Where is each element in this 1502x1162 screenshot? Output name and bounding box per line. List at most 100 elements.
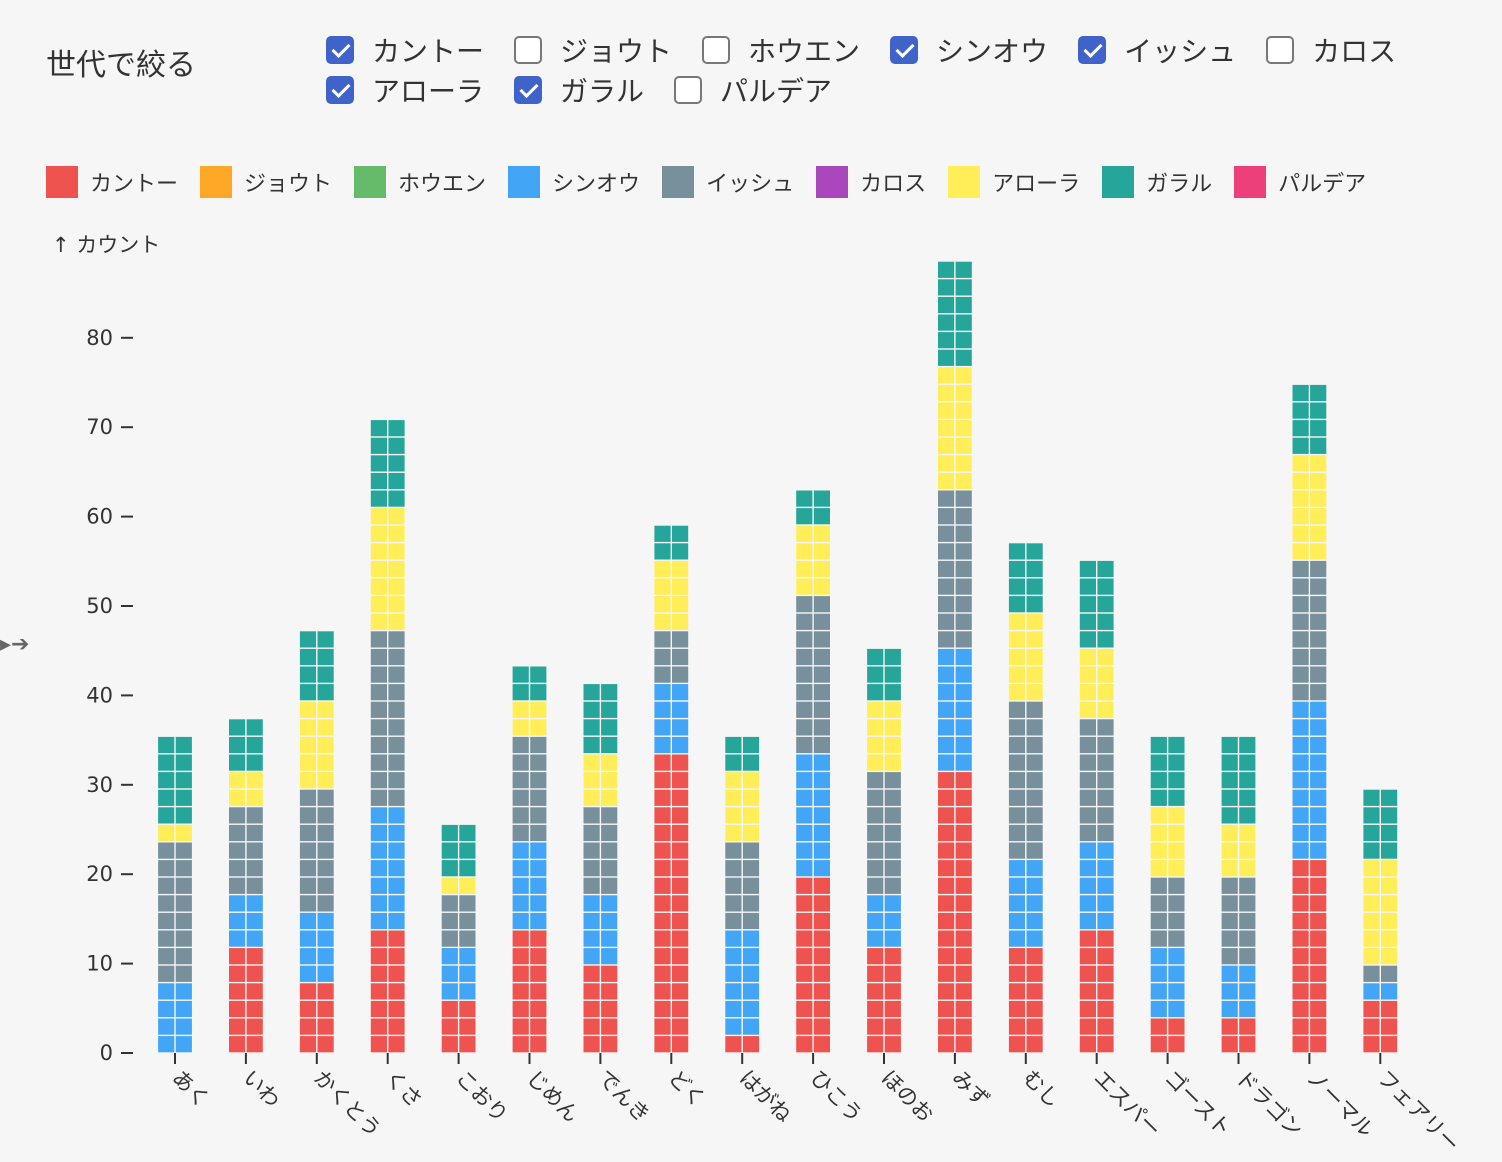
waffle-cell [158,1036,175,1053]
waffle-cell [1310,648,1327,666]
filter-option[interactable]: ガラル [514,70,644,110]
waffle-cell [1168,1018,1185,1035]
filter-option[interactable]: シンオウ [890,30,1048,70]
waffle-cell [725,824,742,842]
waffle-cell [601,736,618,754]
waffle-cell [725,754,742,771]
waffle-cell [229,772,246,789]
checkbox-unchecked[interactable] [674,76,703,104]
checkbox-checked[interactable] [514,76,543,104]
filter-option[interactable]: ホウエン [702,30,860,70]
waffle-cell [1150,860,1167,877]
waffle-cell [725,930,742,947]
waffle-cell [1008,895,1026,912]
waffle-cell [955,719,972,736]
checkbox-checked[interactable] [326,76,354,104]
waffle-cell [317,824,334,842]
waffle-cell [654,631,671,648]
filter-option[interactable]: カロス [1266,30,1396,70]
checkbox-unchecked[interactable] [514,36,543,64]
filter-option[interactable]: イッシュ [1078,30,1236,70]
waffle-cell [1079,596,1096,613]
waffle-cell [813,895,830,912]
checkbox-checked[interactable] [326,36,354,64]
bar-じめん [512,666,547,1053]
waffle-cell [1221,772,1238,789]
checkbox-checked[interactable] [1078,36,1107,64]
waffle-cell [742,842,760,859]
bar-でんき [583,684,618,1053]
waffle-cell [955,983,972,1000]
waffle-cell [1381,948,1398,965]
arrow-right-icon[interactable]: ▸➔ [0,632,30,657]
waffle-cell [884,1018,901,1035]
checkbox-unchecked[interactable] [1266,36,1295,64]
waffle-cell [1292,613,1309,630]
waffle-cell [459,860,476,877]
waffle-cell [938,860,955,877]
waffle-cell [938,525,955,542]
waffle-cell [1097,948,1114,965]
filter-option[interactable]: アローラ [326,70,484,110]
waffle-cell [938,349,955,366]
waffle-cell [1221,948,1238,965]
waffle-cell [1168,912,1185,930]
waffle-cell [246,895,263,912]
waffle-cell [1292,877,1309,894]
waffle-cell [388,631,405,648]
filter-option[interactable]: パルデア [674,70,832,110]
filter-option-label: イッシュ [1124,35,1237,68]
waffle-cell [299,948,317,965]
waffle-cell [1363,1036,1380,1053]
filter-option[interactable]: カントー [326,30,484,70]
waffle-cell [459,1000,476,1018]
waffle-cell [796,807,813,824]
waffle-cell [742,754,760,771]
waffle-cell [370,1000,387,1018]
waffle-cell [583,807,600,824]
waffle-cell [867,948,884,965]
waffle-cell [938,666,955,683]
waffle-cell [796,701,813,718]
waffle-cell [388,596,405,613]
x-tick-label: かくとう [309,1066,385,1142]
waffle-cell [955,472,972,490]
waffle-cell [867,1000,884,1018]
waffle-cell [1221,1036,1238,1053]
waffle-cell [1008,789,1026,806]
waffle-cell [583,842,600,859]
waffle-cell [1239,824,1256,842]
y-tick-label: 0 [100,1041,113,1065]
waffle-cell [813,596,830,613]
waffle-cell [955,420,972,437]
filter-option[interactable]: ジョウト [514,30,672,70]
waffle-cell [1026,578,1043,595]
waffle-cell [175,807,192,824]
waffle-cell [175,877,192,894]
waffle-cell [955,490,972,507]
waffle-cell [1239,1000,1256,1018]
waffle-cell [388,860,405,877]
waffle-cell [1079,701,1096,718]
waffle-cell [317,807,334,824]
waffle-cell [955,613,972,630]
x-tick-label: こおり [451,1066,513,1128]
waffle-cell [1008,983,1026,1000]
waffle-cell [955,736,972,754]
checkbox-unchecked[interactable] [702,36,731,64]
waffle-cell [672,613,689,630]
waffle-cell [1026,930,1043,947]
waffle-cell [1079,842,1096,859]
waffle-cell [158,772,175,789]
waffle-cell [1150,965,1167,982]
waffle-cell [299,666,317,683]
legend: カントー ジョウト ホウエン シンオウ イッシュ カロス アローラ ガラル パルデア [46,166,1388,198]
waffle-cell [1150,824,1167,842]
waffle-cell [1168,895,1185,912]
waffle-cell [1097,736,1114,754]
waffle-cell [229,754,246,771]
waffle-cell [175,1018,192,1035]
checkbox-checked[interactable] [890,36,919,64]
waffle-cell [299,754,317,771]
waffle-cell [370,772,387,789]
